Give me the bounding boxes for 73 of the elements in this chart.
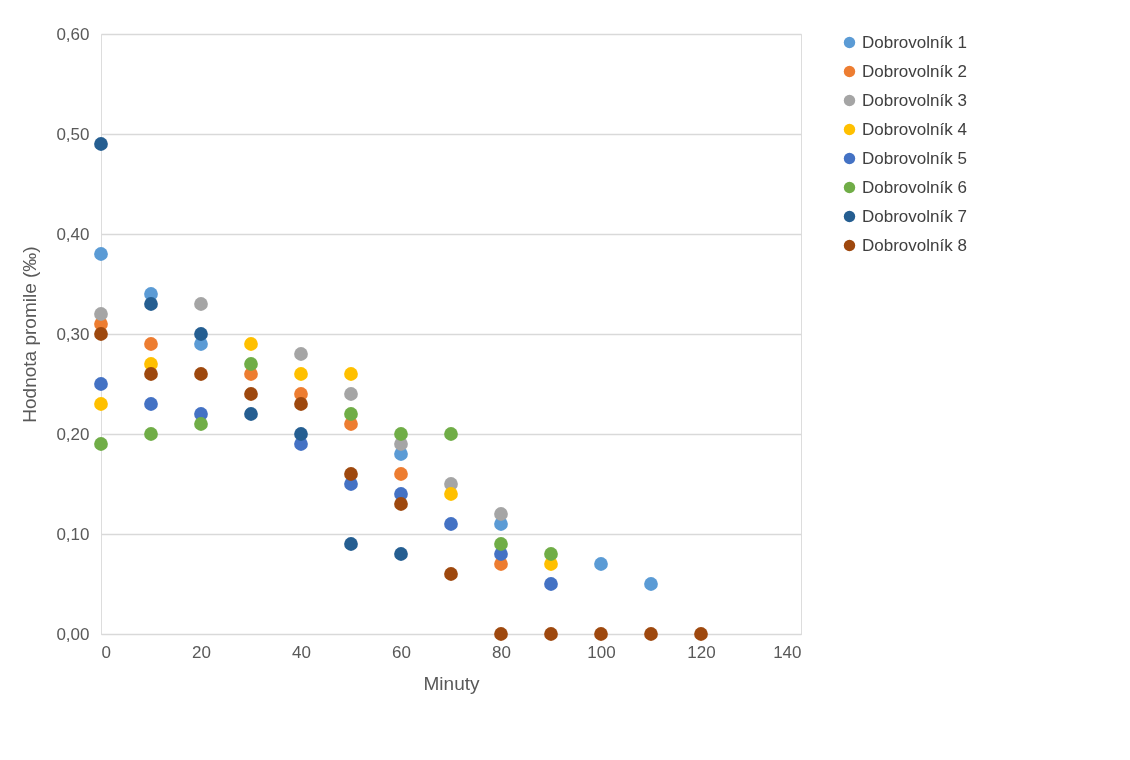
y-tick-label: 0,30 — [56, 324, 90, 344]
point — [94, 327, 108, 341]
point — [344, 467, 358, 481]
point — [294, 397, 308, 411]
point — [394, 467, 408, 481]
point — [644, 627, 658, 641]
point — [144, 427, 158, 441]
legend-label: Dobrovolník 2 — [862, 61, 967, 81]
point — [94, 397, 108, 411]
x-tick-label: 20 — [192, 642, 211, 662]
point — [94, 437, 108, 451]
y-axis-title: Hodnota promile (‰) — [19, 246, 41, 423]
point — [94, 377, 108, 391]
point — [444, 427, 458, 441]
legend-label: Dobrovolník 5 — [862, 148, 967, 168]
point — [294, 427, 308, 441]
x-axis-title: Minuty — [423, 672, 480, 694]
point — [144, 337, 158, 351]
point — [544, 577, 558, 591]
y-tick-label: 0,10 — [56, 524, 90, 544]
legend-label: Dobrovolník 7 — [862, 206, 967, 226]
point — [344, 407, 358, 421]
point — [94, 247, 108, 261]
point — [544, 627, 558, 641]
y-tick-label: 0,00 — [56, 624, 90, 644]
point — [194, 327, 208, 341]
point — [144, 297, 158, 311]
point — [394, 497, 408, 511]
point — [694, 627, 708, 641]
y-tick-label: 0,20 — [56, 424, 90, 444]
point — [244, 357, 258, 371]
point — [344, 537, 358, 551]
point — [494, 507, 508, 521]
y-tick-label: 0,50 — [56, 124, 90, 144]
y-tick-label: 0,40 — [56, 224, 90, 244]
point — [244, 337, 258, 351]
point — [644, 577, 658, 591]
point — [444, 567, 458, 581]
point — [494, 537, 508, 551]
point — [444, 517, 458, 531]
point — [344, 387, 358, 401]
point — [344, 367, 358, 381]
legend-label: Dobrovolník 6 — [862, 177, 967, 197]
x-tick-label: 140 — [773, 642, 802, 662]
legend-label: Dobrovolník 1 — [862, 32, 967, 52]
legend-label: Dobrovolník 4 — [862, 119, 967, 139]
y-tick-label: 0,60 — [56, 24, 90, 44]
x-tick-label: 0 — [101, 642, 111, 662]
legend-label: Dobrovolník 8 — [862, 235, 967, 255]
point — [94, 307, 108, 321]
point — [94, 137, 108, 151]
point — [544, 547, 558, 561]
point — [294, 347, 308, 361]
point — [144, 367, 158, 381]
point — [244, 407, 258, 421]
point — [144, 397, 158, 411]
x-tick-label: 80 — [492, 642, 511, 662]
point — [594, 627, 608, 641]
point — [294, 367, 308, 381]
point — [194, 297, 208, 311]
x-tick-label: 60 — [392, 642, 411, 662]
point — [594, 557, 608, 571]
point — [494, 627, 508, 641]
point — [394, 547, 408, 561]
point — [194, 367, 208, 381]
point — [244, 387, 258, 401]
legend-label: Dobrovolník 3 — [862, 90, 967, 110]
x-tick-label: 100 — [587, 642, 616, 662]
x-tick-label: 120 — [687, 642, 716, 662]
point — [194, 417, 208, 431]
point — [394, 427, 408, 441]
point — [444, 487, 458, 501]
x-tick-label: 40 — [292, 642, 311, 662]
